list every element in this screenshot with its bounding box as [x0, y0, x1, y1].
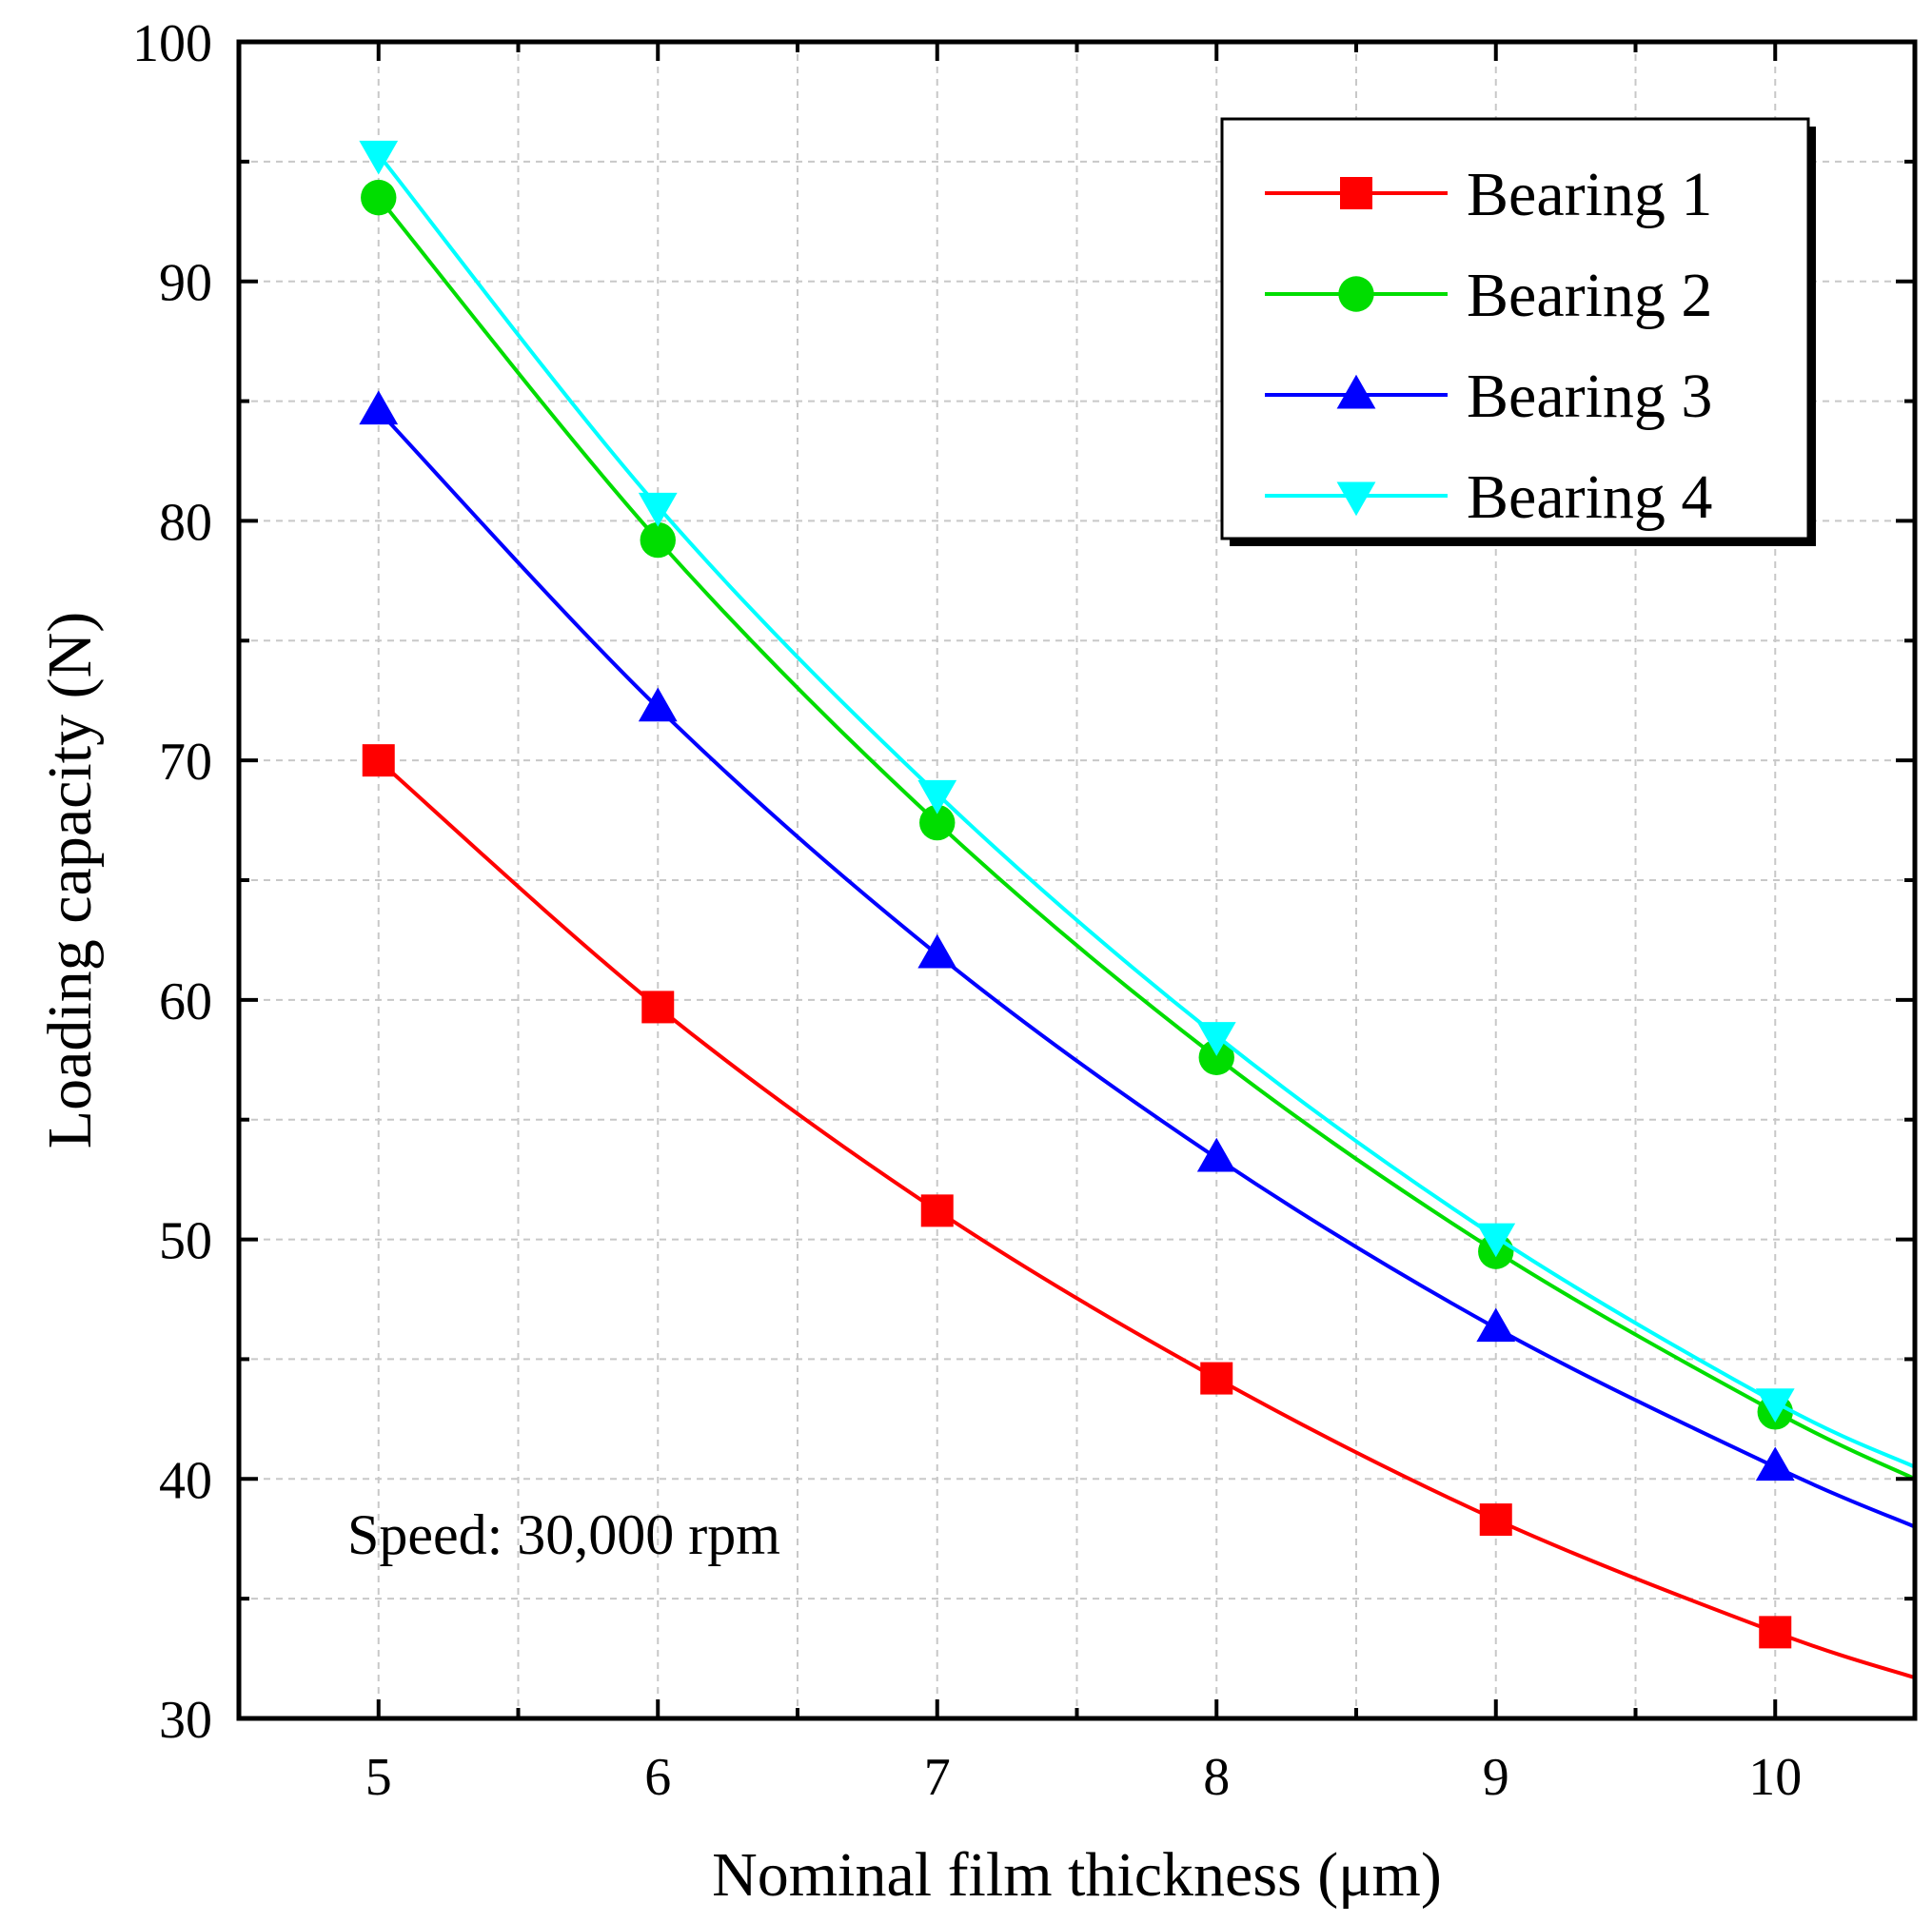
y-tick-label: 90	[159, 254, 212, 313]
data-point	[359, 390, 399, 425]
series-line	[377, 409, 1916, 1529]
series-4	[359, 140, 1916, 1469]
legend: Bearing 1 Bearing 2 Bearing 3 Bearing 4	[1220, 117, 1816, 546]
series-line	[377, 196, 1916, 1481]
legend-item-bearing-4: Bearing 4	[1265, 462, 1712, 532]
y-tick-label: 30	[159, 1691, 212, 1750]
legend-label: Bearing 4	[1467, 462, 1712, 532]
data-point	[361, 179, 397, 216]
data-point	[1198, 1039, 1234, 1075]
series-3	[359, 390, 1916, 1529]
y-tick-label: 60	[159, 972, 212, 1031]
data-point	[1196, 1022, 1236, 1056]
ticks	[237, 40, 1917, 1720]
data-point	[359, 140, 399, 175]
data-point	[1755, 1446, 1795, 1481]
x-tick-label: 6	[644, 1748, 671, 1807]
x-tick-label: 8	[1203, 1748, 1230, 1807]
y-tick-label: 40	[159, 1451, 212, 1510]
speed-annotation: Speed: 30,000 rpm	[347, 1503, 780, 1566]
legend-label: Bearing 1	[1467, 160, 1712, 229]
series-layer	[359, 140, 1916, 1680]
data-point	[1759, 1616, 1792, 1649]
data-point	[641, 991, 675, 1024]
data-point	[1200, 1362, 1233, 1395]
x-tick-label: 9	[1483, 1748, 1509, 1807]
data-point	[917, 933, 957, 969]
series-line	[377, 153, 1916, 1469]
legend-item-bearing-3: Bearing 3	[1265, 362, 1712, 431]
legend-item-bearing-2: Bearing 2	[1265, 261, 1712, 330]
data-point	[917, 779, 957, 814]
legend-marker	[1336, 374, 1376, 409]
data-point	[1479, 1503, 1512, 1537]
data-point	[640, 521, 676, 559]
y-tick-label: 70	[159, 733, 212, 792]
legend-marker	[1340, 177, 1372, 209]
data-point	[362, 744, 395, 777]
y-tick-label: 50	[159, 1212, 212, 1271]
legend-box	[1220, 117, 1810, 540]
data-point	[638, 687, 678, 722]
data-point	[1196, 1137, 1236, 1172]
legend-marker	[1336, 481, 1376, 517]
x-tick-label: 5	[365, 1748, 392, 1807]
x-axis-title: Nominal film thickness (μm)	[712, 1840, 1442, 1910]
x-tick-label: 7	[924, 1748, 951, 1807]
legend-item-bearing-1: Bearing 1	[1265, 160, 1712, 229]
series-1	[362, 744, 1916, 1680]
data-point	[1755, 1388, 1795, 1423]
data-point	[919, 804, 956, 841]
legend-label: Bearing 3	[1467, 362, 1712, 431]
data-point	[920, 1194, 954, 1227]
x-tick-label: 10	[1748, 1748, 1802, 1807]
tick-labels: 5 6 7 8 9 10 30 40 50 60 70 80 90 100	[132, 14, 1802, 1807]
legend-label: Bearing 2	[1467, 261, 1712, 330]
y-axis-title: Loading capacity (N)	[35, 612, 105, 1148]
y-tick-label: 100	[132, 14, 212, 73]
data-point	[1476, 1307, 1516, 1343]
data-point	[638, 492, 678, 527]
y-tick-label: 80	[159, 493, 212, 552]
legend-marker	[1338, 276, 1374, 312]
data-point	[1476, 1223, 1516, 1258]
